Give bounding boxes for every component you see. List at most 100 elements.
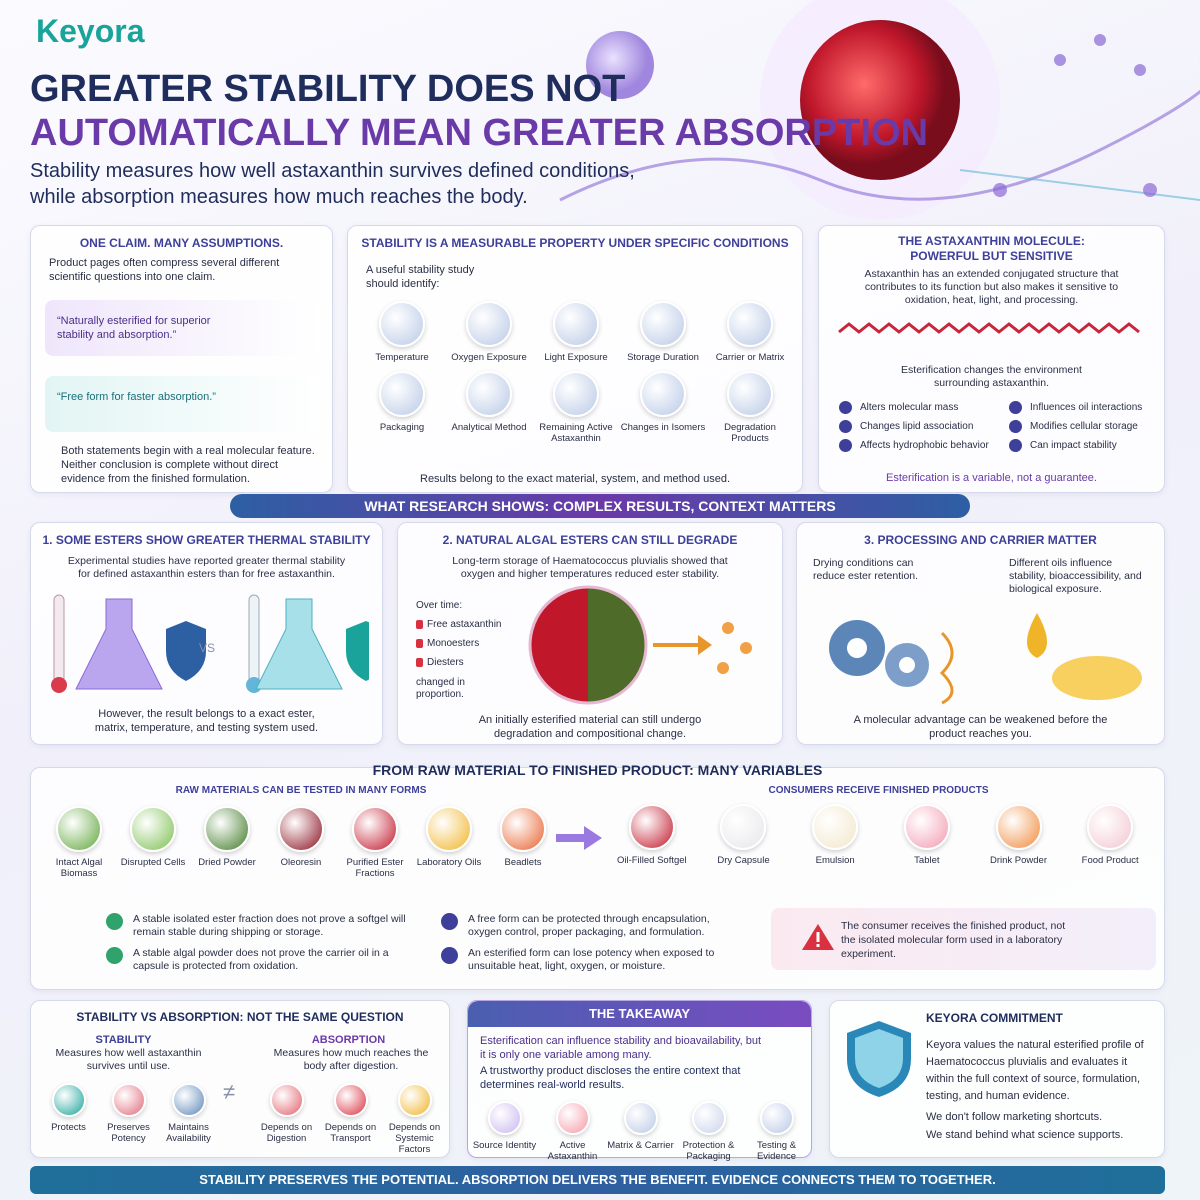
commitment-line-1: We don't follow marketing shortcuts.: [926, 1111, 1103, 1123]
form-label: Free astaxanthin: [427, 619, 502, 630]
raw-title: RAW MATERIALS CAN BE TESTED IN MANY FORM…: [175, 785, 427, 796]
form-item: Monoesters: [416, 638, 516, 649]
effect-item: Affects hydrophobic behavior: [839, 439, 1009, 452]
form-arrow: [416, 658, 423, 667]
check-notes: A stable isolated ester fraction does no…: [106, 913, 406, 981]
info-note: An esterified form can lose potency when…: [441, 947, 741, 973]
footer-banner: STABILITY PRESERVES THE POTENTIAL. ABSOR…: [30, 1166, 1165, 1194]
panel-2-footer: An initially esterified material can sti…: [478, 714, 702, 740]
stability-footer: Results belong to the exact material, sy…: [420, 473, 730, 485]
icon-item: Degradation Products: [707, 371, 794, 444]
icon-label: Changes in Isomers: [620, 422, 706, 433]
not-equal: ≠: [223, 1079, 236, 1104]
panel-3-art: [829, 613, 1142, 705]
icon-label: Analytical Method: [451, 422, 527, 433]
info-notes: A free form can be protected through enc…: [441, 913, 741, 981]
effect-icon: [1009, 420, 1022, 433]
icon: [466, 301, 512, 347]
check-note-text: A stable isolated ester fraction does no…: [133, 913, 406, 938]
effect-icon: [1009, 439, 1022, 452]
effect-label: Changes lipid association: [860, 421, 974, 432]
icon-item: Testing & Evidence: [743, 1101, 811, 1162]
molecule-text: Astaxanthin has an extended conjugated s…: [864, 268, 1119, 306]
claims-footer: Both statements begin with a real molecu…: [61, 445, 315, 485]
panel-1-text: Experimental studies have reported great…: [67, 555, 346, 580]
icon: [278, 806, 324, 852]
icon: [727, 301, 773, 347]
form-item: Diesters: [416, 657, 516, 668]
product-items: Oil-Filled Softgel Dry Capsule Emulsion Tab…: [606, 804, 1156, 866]
icon-item: Tablet: [881, 804, 973, 866]
icon: [466, 371, 512, 417]
absorption-compare-items: Depends on Digestion Depends on Transport…: [253, 1083, 448, 1155]
info-note-icon: [441, 947, 458, 964]
icon-label: Purified Ester Fractions: [346, 857, 404, 879]
icon: [727, 371, 773, 417]
molecule-chain: [838, 322, 1140, 334]
form-item: Free astaxanthin: [416, 619, 516, 630]
icon-item: Oil-Filled Softgel: [606, 804, 698, 866]
check-note-icon: [106, 913, 123, 930]
icon: [628, 804, 675, 850]
raw-items: Intact Algal Biomass Disrupted Cells Dried…: [41, 806, 561, 879]
icon: [691, 1101, 726, 1135]
effect-item: Influences oil interactions: [1009, 401, 1159, 414]
icon-item: Emulsion: [789, 804, 881, 866]
stability-text: Measures how well astaxanthin survives u…: [55, 1047, 202, 1072]
icon-label: Light Exposure: [544, 352, 608, 363]
icon-label: Maintains Availability: [166, 1122, 211, 1144]
icon: [1087, 804, 1134, 850]
takeaway-box: THE TAKEAWAY Esterification can influenc…: [467, 1000, 812, 1162]
form-label: Monoesters: [427, 638, 480, 649]
subtitle-line-2: while absorption measures how much reach…: [30, 186, 528, 208]
effect-item: Can impact stability: [1009, 439, 1159, 452]
icon-item: Storage Duration: [620, 301, 707, 363]
icon-label: Depends on Transport: [324, 1122, 377, 1144]
effect-icon: [1009, 401, 1022, 414]
icon-label: Beadlets: [504, 857, 542, 868]
header-art: Keyora: [36, 0, 1200, 220]
effect-label: Can impact stability: [1030, 440, 1117, 451]
form-arrow: [416, 639, 423, 648]
icon-item: Purified Ester Fractions: [338, 806, 412, 879]
icon-label: Source Identity: [472, 1140, 537, 1151]
panel-3: 3. PROCESSING AND CARRIER MATTER Drying …: [796, 522, 1165, 745]
info-note-text: An esterified form can lose potency when…: [468, 947, 715, 972]
icon: [426, 806, 472, 852]
title-line-1: GREATER STABILITY DOES NOT: [30, 68, 626, 110]
icon-item: Maintains Availability: [159, 1083, 219, 1144]
icon-item: Preserves Potency: [99, 1083, 159, 1144]
icon: [720, 804, 767, 850]
icon-item: Dry Capsule: [698, 804, 790, 866]
absorption-text: Measures how much reaches the body after…: [273, 1047, 429, 1072]
effect-item: Changes lipid association: [839, 420, 1009, 433]
panel-1-footer: However, the result belongs to a exact e…: [94, 708, 319, 734]
stability-compare-items: Protects Preserves Potency Maintains Avail…: [36, 1083, 221, 1144]
panel-3-footer: A molecular advantage can be weakened be…: [853, 714, 1108, 740]
icon: [640, 371, 686, 417]
icon-label: Dry Capsule: [717, 855, 770, 866]
icon-label: Dried Powder: [198, 857, 256, 868]
icon-item: Disrupted Cells: [116, 806, 190, 879]
icon-label: Oleoresin: [280, 857, 322, 868]
icon-item: Dried Powder: [190, 806, 264, 879]
icon: [995, 804, 1042, 850]
molecule-footer: Esterification is a variable, not a guar…: [886, 472, 1097, 484]
icon-label: Active Astaxanthin: [547, 1140, 598, 1162]
icon-label: Emulsion: [815, 855, 855, 866]
check-note: A stable algal powder does not prove the…: [106, 947, 406, 973]
effect-icon: [839, 439, 852, 452]
effect-item: Alters molecular mass: [839, 401, 1009, 414]
check-note-text: A stable algal powder does not prove the…: [133, 947, 389, 972]
icon-item: Packaging: [359, 371, 446, 444]
icon-item: Laboratory Oils: [412, 806, 486, 879]
icon: [56, 806, 102, 852]
molecule-title: THE ASTAXANTHIN MOLECULE: POWERFUL BUT S…: [898, 234, 1085, 263]
icon-item: Oxygen Exposure: [446, 301, 533, 363]
icon: [553, 371, 599, 417]
icon: [379, 301, 425, 347]
icon-label: Oil-Filled Softgel: [616, 855, 687, 866]
over-time: Over time:: [416, 600, 463, 611]
panel-1-title: 1. SOME ESTERS SHOW GREATER THERMAL STAB…: [42, 533, 371, 547]
icon-label: Testing & Evidence: [756, 1140, 797, 1162]
